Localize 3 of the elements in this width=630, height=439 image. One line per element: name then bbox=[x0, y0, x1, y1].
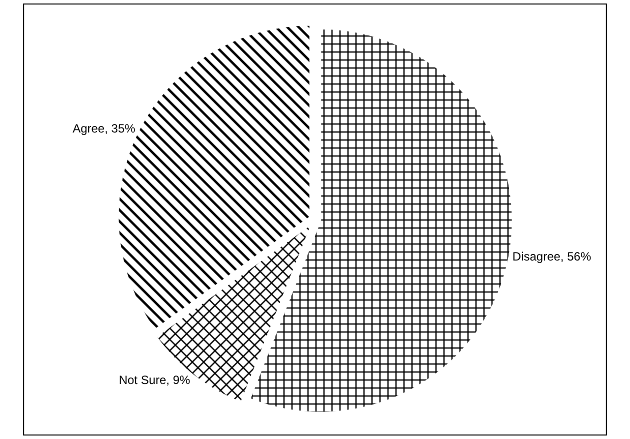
slice-label: Not Sure, 9% bbox=[118, 372, 191, 387]
slice-label: Disagree, 56% bbox=[512, 250, 592, 264]
slice-label: Agree, 35% bbox=[72, 121, 136, 136]
